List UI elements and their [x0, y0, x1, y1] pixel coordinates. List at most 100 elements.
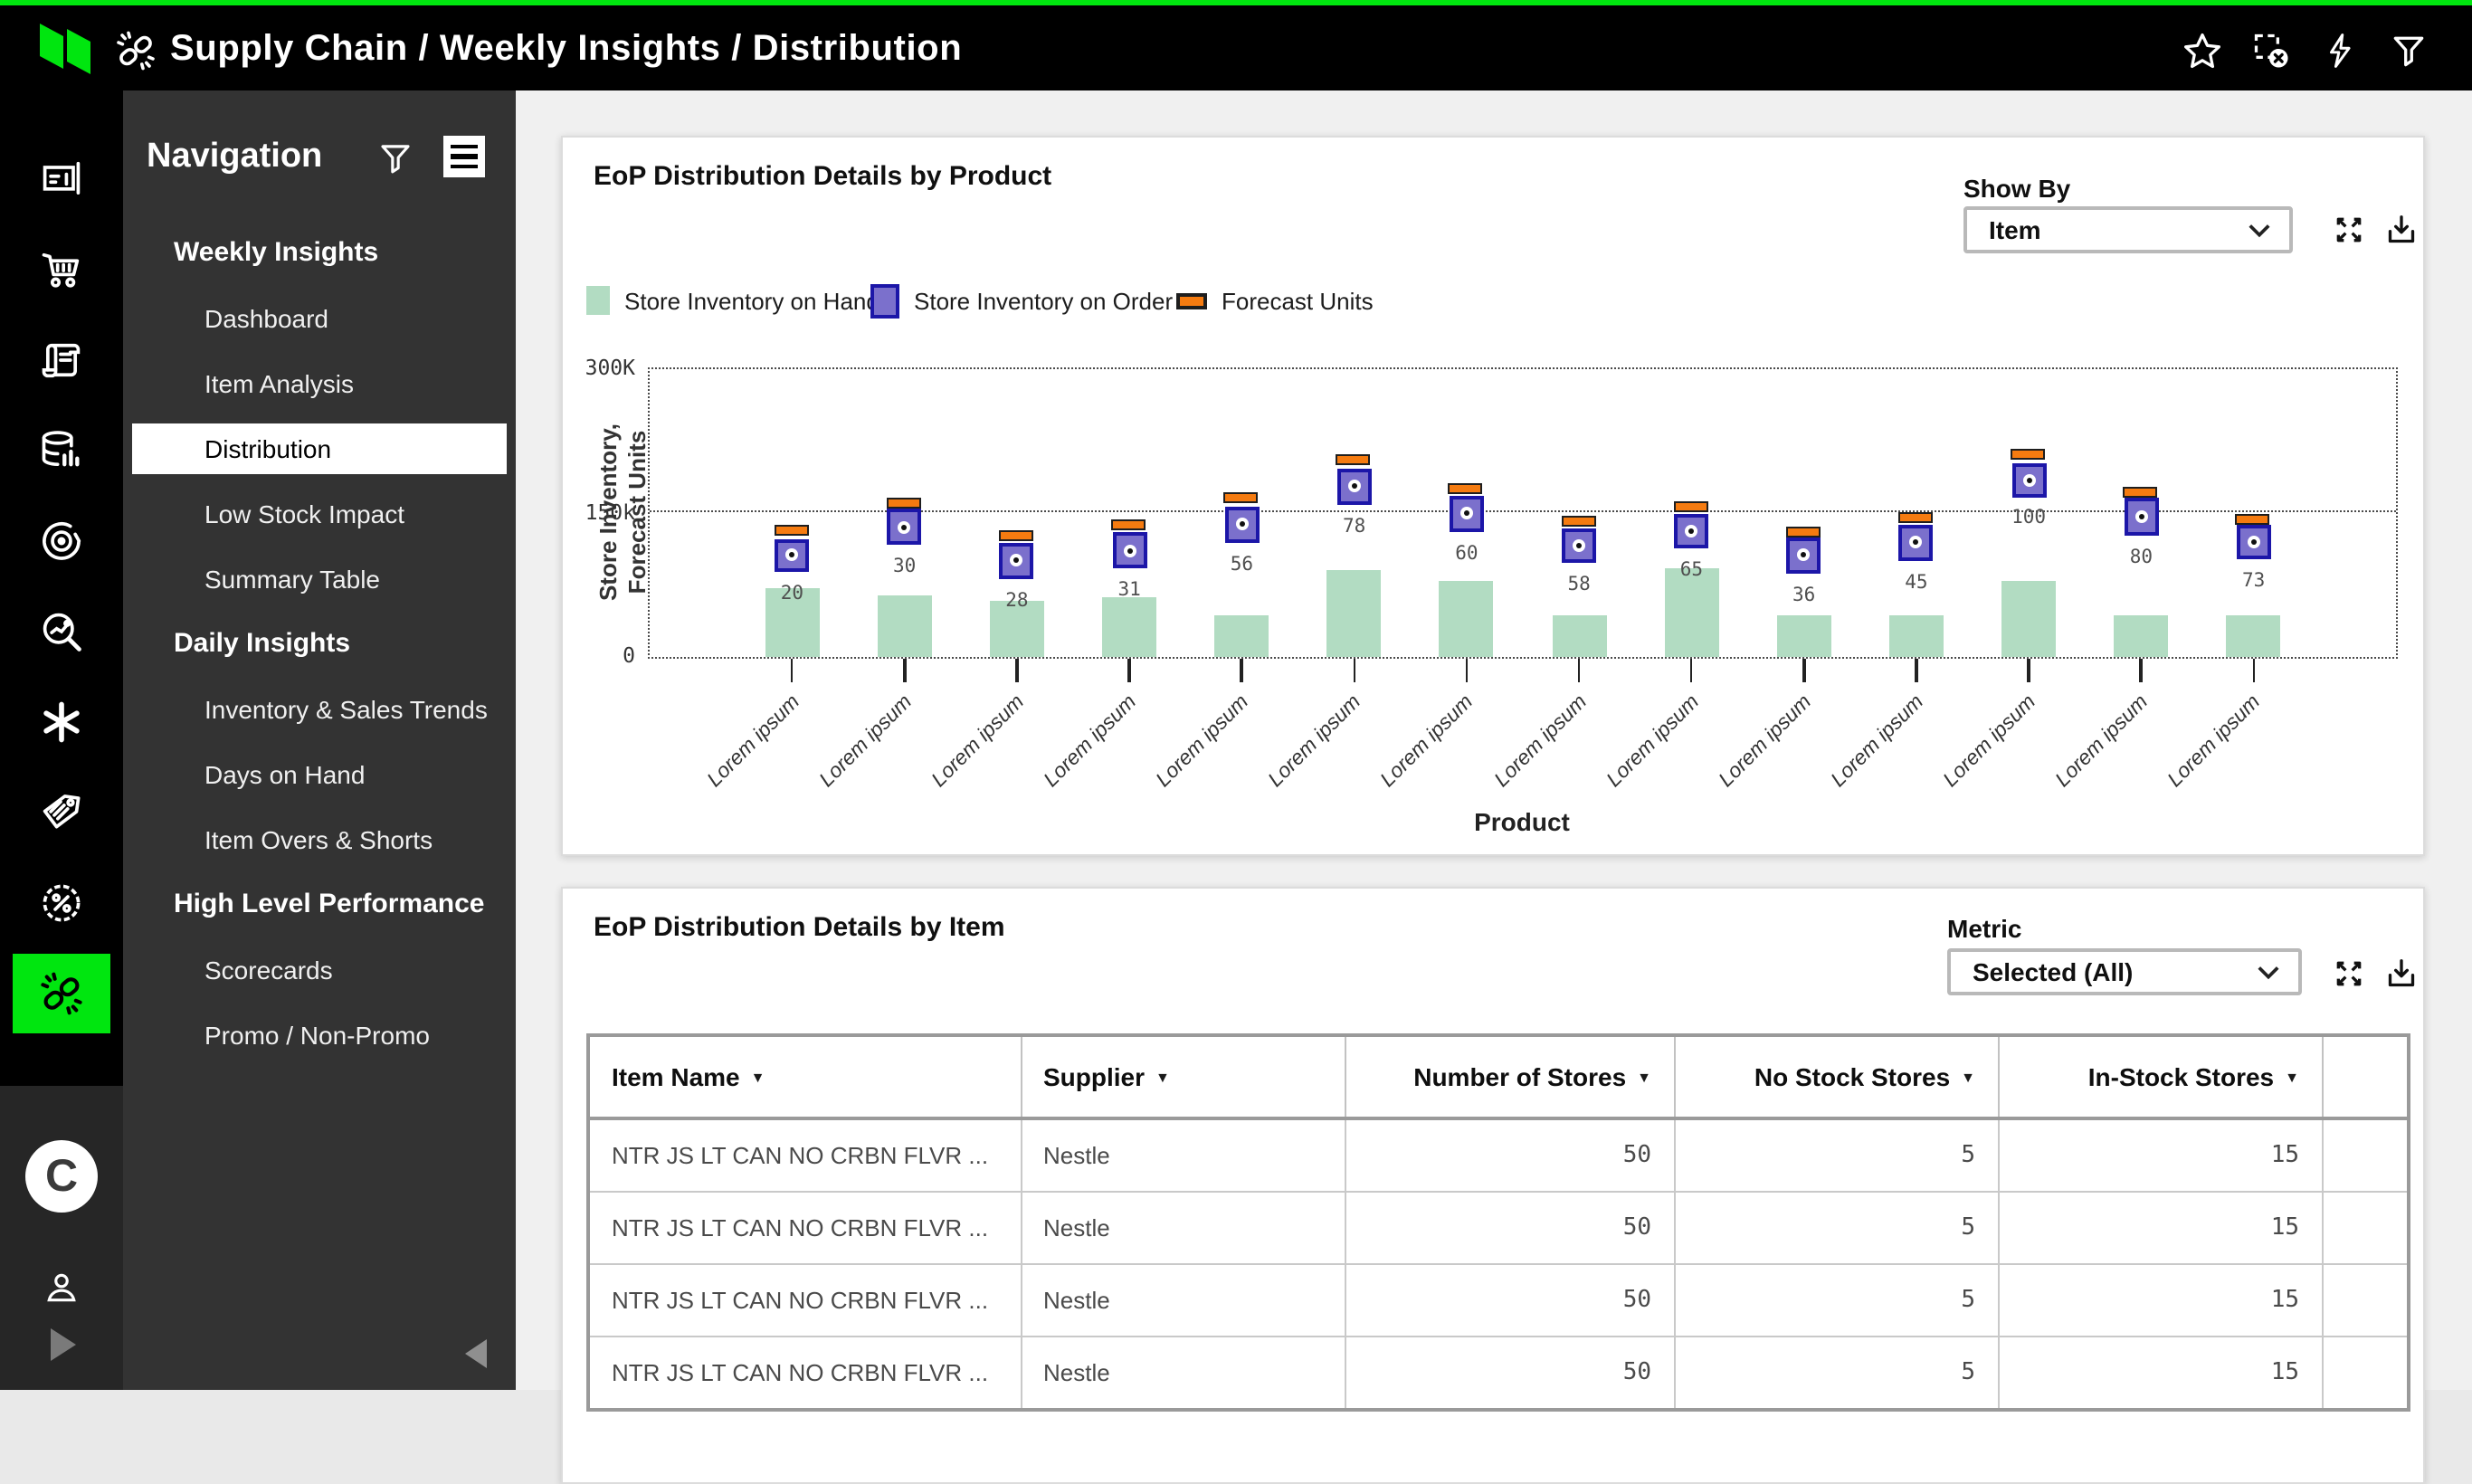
star-icon[interactable]: [2182, 31, 2222, 71]
dash-forecast-units[interactable]: [1336, 454, 1371, 466]
shopping-cart-icon[interactable]: [0, 224, 123, 315]
search-analytics-icon[interactable]: [0, 586, 123, 677]
box-inventory-on-order[interactable]: [1674, 513, 1709, 549]
table-row[interactable]: NTR JS LT CAN NO CRBN FLVR ... Nestle 50 5 1…: [587, 1336, 2410, 1411]
nav-menu-icon[interactable]: [443, 136, 485, 177]
price-tag-icon[interactable]: [0, 767, 123, 858]
bar-value-label: 60: [1455, 542, 1478, 565]
asterisk-icon[interactable]: [0, 677, 123, 767]
sort-arrow-icon[interactable]: ▼: [1155, 1070, 1170, 1086]
box-inventory-on-order[interactable]: [1112, 532, 1147, 568]
box-inventory-on-order[interactable]: [1224, 506, 1260, 543]
box-inventory-on-order[interactable]: [2124, 498, 2159, 536]
discount-badge-icon[interactable]: [0, 858, 123, 948]
dash-forecast-units[interactable]: [1448, 483, 1483, 495]
bar-inventory-on-hand[interactable]: [1776, 615, 1831, 657]
nav-item-inventory-sales-trends[interactable]: Inventory & Sales Trends: [204, 695, 488, 724]
presentation-chart-icon[interactable]: [0, 134, 123, 224]
column-header-no-stock-stores[interactable]: No Stock Stores ▼: [1673, 1034, 1999, 1120]
bar-inventory-on-hand[interactable]: [1888, 615, 1944, 657]
nav-item-days-on-hand[interactable]: Days on Hand: [204, 760, 366, 789]
x-tick-label: Lorem ipsum: [927, 691, 1029, 792]
table-row[interactable]: NTR JS LT CAN NO CRBN FLVR ... Nestle 50 5 1…: [587, 1191, 2410, 1265]
nav-item-scorecards[interactable]: Scorecards: [204, 956, 333, 985]
box-inventory-on-order[interactable]: [887, 509, 922, 545]
bar-inventory-on-hand[interactable]: [1552, 615, 1607, 657]
dash-forecast-units[interactable]: [2235, 513, 2270, 525]
column-header-item-name[interactable]: Item Name ▼: [587, 1034, 1022, 1120]
box-inventory-on-order[interactable]: [2011, 462, 2047, 497]
sort-arrow-icon[interactable]: ▼: [2285, 1070, 2299, 1086]
avatar[interactable]: C: [25, 1140, 98, 1213]
x-axis-title: Product: [1474, 807, 1570, 836]
nav-item-item-analysis[interactable]: Item Analysis: [204, 369, 354, 398]
bar-inventory-on-hand[interactable]: [1664, 568, 1719, 657]
bolt-icon[interactable]: [2320, 31, 2360, 71]
nav-item-low-stock-impact[interactable]: Low Stock Impact: [204, 499, 404, 528]
metric-dropdown[interactable]: Selected (All): [1947, 948, 2302, 995]
nav-item-distribution[interactable]: Distribution: [132, 423, 507, 474]
nav-item-item-overs-shorts[interactable]: Item Overs & Shorts: [204, 825, 433, 854]
download-table-icon[interactable]: [2383, 956, 2420, 992]
play-icon[interactable]: [51, 1328, 76, 1361]
bar-inventory-on-hand[interactable]: [1326, 569, 1382, 657]
bar-inventory-on-hand[interactable]: [1102, 597, 1157, 657]
dash-forecast-units[interactable]: [886, 497, 921, 509]
scroll-report-icon[interactable]: [0, 315, 123, 405]
box-inventory-on-order[interactable]: [2236, 524, 2271, 560]
target-icon[interactable]: [0, 496, 123, 586]
expand-chart-icon[interactable]: [2331, 212, 2367, 248]
nav-filter-icon[interactable]: [376, 139, 414, 177]
dash-forecast-units[interactable]: [1223, 492, 1259, 503]
dash-forecast-units[interactable]: [1111, 518, 1146, 530]
dash-forecast-units[interactable]: [2123, 487, 2158, 499]
bar-inventory-on-hand[interactable]: [1439, 580, 1494, 657]
collapse-panel-arrow[interactable]: [465, 1339, 487, 1368]
nav-item-promo-non-promo[interactable]: Promo / Non-Promo: [204, 1021, 430, 1050]
bar-inventory-on-hand[interactable]: [2001, 580, 2057, 657]
box-inventory-on-order[interactable]: [999, 543, 1034, 579]
sort-arrow-icon[interactable]: ▼: [1637, 1070, 1651, 1086]
column-header-supplier[interactable]: Supplier ▼: [1020, 1034, 1345, 1120]
legend-item-store-inventory-on-order: Store Inventory on Order: [870, 282, 1173, 319]
supply-chain-link-nav-icon[interactable]: [0, 952, 123, 1035]
bar-inventory-on-hand[interactable]: [2226, 615, 2281, 657]
box-inventory-on-order[interactable]: [1449, 495, 1484, 532]
column-header-number-of-stores[interactable]: Number of Stores ▼: [1344, 1034, 1675, 1120]
bar-inventory-on-hand[interactable]: [989, 601, 1044, 657]
bar-inventory-on-hand[interactable]: [2114, 615, 2169, 657]
show-by-dropdown[interactable]: Item: [1963, 206, 2293, 253]
sort-arrow-icon[interactable]: ▼: [1961, 1070, 1975, 1086]
table-row[interactable]: NTR JS LT CAN NO CRBN FLVR ... Nestle 50 5 1…: [587, 1263, 2410, 1337]
dash-forecast-units[interactable]: [1897, 512, 1933, 524]
dash-forecast-units[interactable]: [2011, 449, 2046, 461]
sort-arrow-icon[interactable]: ▼: [750, 1070, 765, 1086]
nav-item-summary-table[interactable]: Summary Table: [204, 565, 381, 594]
bar-inventory-on-hand[interactable]: [765, 587, 820, 657]
navigation-panel: Navigation Weekly Insights Dashboard Item …: [123, 90, 516, 1390]
cell-empty: [2321, 1336, 2410, 1411]
expand-table-icon[interactable]: [2331, 956, 2367, 992]
database-analytics-icon[interactable]: [0, 405, 123, 496]
dash-forecast-units[interactable]: [1673, 500, 1708, 512]
brand-logo[interactable]: [40, 24, 98, 78]
table-row[interactable]: NTR JS LT CAN NO CRBN FLVR ... Nestle 50 5 1…: [587, 1118, 2410, 1193]
bar-inventory-on-hand[interactable]: [1214, 615, 1269, 657]
bar-value-label: 65: [1679, 559, 1703, 582]
box-inventory-on-order[interactable]: [1562, 528, 1597, 564]
column-header-in-stock-stores[interactable]: In-Stock Stores ▼: [1997, 1034, 2323, 1120]
download-chart-icon[interactable]: [2383, 212, 2420, 248]
nav-item-dashboard[interactable]: Dashboard: [204, 304, 328, 333]
dash-forecast-units[interactable]: [774, 525, 809, 537]
funnel-icon[interactable]: [2389, 31, 2429, 71]
box-inventory-on-order[interactable]: [1786, 537, 1821, 574]
dash-forecast-units[interactable]: [998, 530, 1033, 542]
box-inventory-on-order[interactable]: [1898, 524, 1934, 561]
dash-forecast-units[interactable]: [1785, 527, 1821, 538]
deselect-icon[interactable]: [2251, 31, 2291, 71]
dash-forecast-units[interactable]: [1561, 516, 1596, 528]
user-icon[interactable]: [42, 1267, 81, 1307]
bar-inventory-on-hand[interactable]: [877, 595, 932, 657]
box-inventory-on-order[interactable]: [1336, 468, 1372, 505]
box-inventory-on-order[interactable]: [775, 538, 810, 573]
